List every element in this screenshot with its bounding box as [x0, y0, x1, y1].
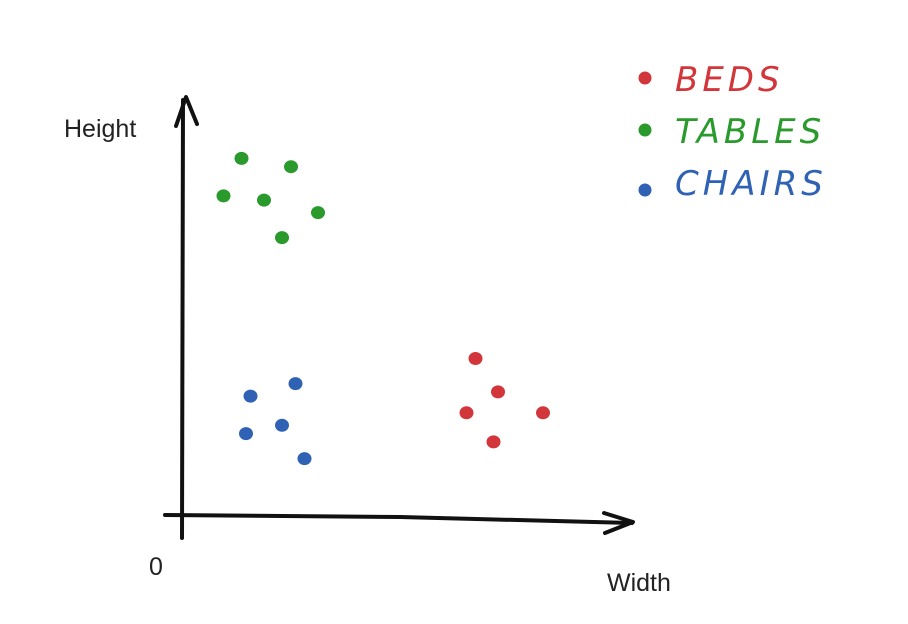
- point-chairs-3: [239, 427, 253, 441]
- legend-label-beds: BEDS: [675, 60, 784, 100]
- legend-marker-chairs: [638, 183, 652, 197]
- point-chairs-2: [288, 377, 303, 391]
- legend: BEDS TABLES CHAIRS: [638, 60, 827, 204]
- point-chairs-5: [297, 452, 312, 466]
- legend-label-tables: TABLES: [675, 112, 825, 152]
- point-tables-3: [216, 189, 231, 203]
- y-axis-line: [180, 98, 185, 540]
- point-beds-4: [536, 406, 550, 420]
- x-axis-label: Width: [607, 569, 671, 597]
- data-points: [216, 151, 550, 466]
- y-axis-arrowhead: [174, 95, 199, 128]
- point-beds-1: [468, 352, 483, 365]
- point-beds-2: [491, 385, 505, 399]
- x-axis-line: [163, 513, 634, 525]
- point-beds-5: [486, 435, 501, 449]
- point-tables-5: [311, 206, 325, 220]
- point-tables-6: [275, 231, 289, 245]
- y-axis-label: Height: [64, 115, 136, 143]
- origin-label: 0: [149, 553, 163, 581]
- x-axis-arrowhead: [602, 511, 635, 535]
- legend-marker-tables: [638, 123, 652, 137]
- point-tables-4: [257, 193, 271, 207]
- point-chairs-4: [275, 418, 289, 432]
- point-beds-3: [459, 406, 474, 420]
- legend-marker-beds: [638, 71, 652, 85]
- point-tables-2: [284, 160, 298, 174]
- point-chairs-1: [243, 389, 258, 403]
- legend-label-chairs: CHAIRS: [675, 164, 827, 204]
- point-tables-1: [234, 151, 249, 165]
